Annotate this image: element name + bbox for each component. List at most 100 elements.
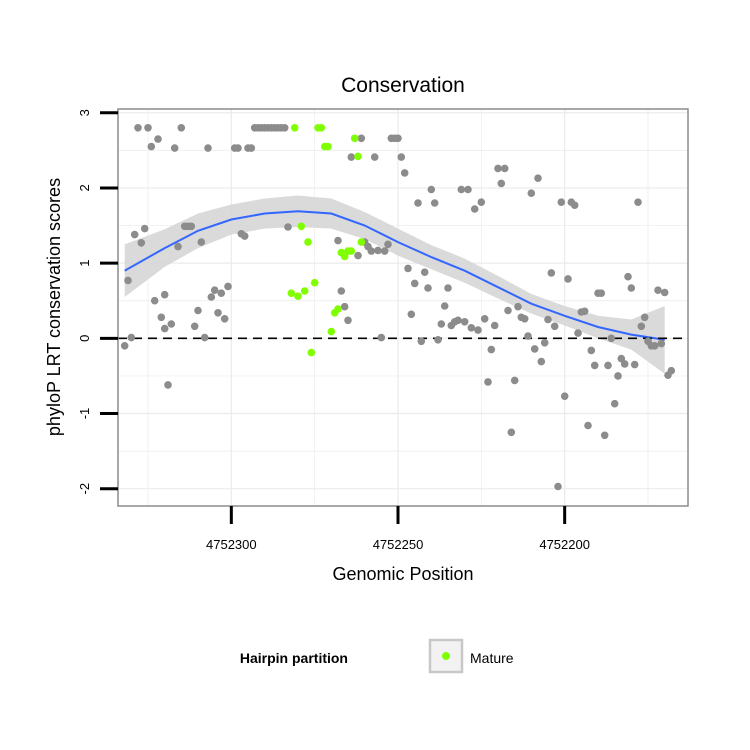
data-point	[394, 134, 402, 143]
data-point	[220, 315, 229, 323]
data-point	[147, 142, 156, 151]
data-point	[247, 144, 256, 152]
data-point	[610, 399, 619, 408]
data-point	[590, 361, 599, 370]
data-point	[334, 236, 342, 245]
data-point	[284, 223, 292, 231]
data-point-mature	[304, 238, 312, 246]
data-point	[497, 179, 506, 188]
data-point	[500, 164, 509, 173]
data-points	[120, 124, 676, 491]
data-point	[427, 185, 436, 194]
data-point	[600, 431, 609, 440]
data-point	[444, 284, 452, 292]
x-axis-title: Genomic Position	[332, 564, 473, 584]
data-point	[217, 289, 226, 298]
data-point	[440, 302, 449, 310]
data-point	[164, 381, 172, 389]
data-point	[504, 306, 512, 315]
data-point	[137, 239, 146, 247]
data-point	[407, 310, 416, 319]
data-point-mature	[347, 247, 356, 255]
data-point	[347, 153, 356, 161]
data-point	[430, 199, 439, 207]
data-point	[557, 198, 566, 206]
y-tick-label: -2	[77, 483, 92, 495]
data-point	[667, 366, 676, 375]
data-point	[484, 378, 492, 386]
data-point	[547, 269, 556, 277]
legend: Hairpin partition Mature	[240, 638, 514, 674]
data-point	[604, 361, 612, 370]
data-point	[160, 324, 169, 333]
data-point	[554, 482, 562, 491]
data-point	[630, 360, 639, 369]
data-point	[614, 372, 622, 380]
data-point	[587, 346, 596, 355]
data-point	[150, 296, 159, 305]
data-point	[367, 247, 376, 255]
data-point	[214, 309, 222, 317]
data-point	[477, 198, 486, 206]
data-point	[437, 320, 446, 328]
legend-title: Hairpin partition	[240, 650, 348, 666]
data-point-mature	[334, 305, 342, 313]
data-point	[480, 315, 489, 323]
y-tick-label: -1	[77, 408, 92, 420]
data-point	[144, 124, 152, 132]
data-point	[514, 302, 522, 311]
data-point	[140, 224, 149, 233]
data-point	[357, 134, 366, 143]
y-tick-label: 2	[77, 184, 92, 191]
data-point	[457, 185, 466, 194]
data-point	[127, 333, 136, 342]
data-point	[490, 321, 499, 330]
y-tick-label: 3	[77, 109, 92, 116]
data-point	[414, 199, 422, 207]
data-point	[224, 282, 232, 291]
data-point	[460, 318, 469, 326]
data-point	[337, 287, 346, 295]
data-point	[130, 230, 139, 239]
data-point	[174, 242, 182, 251]
data-point	[374, 246, 382, 255]
chart-title: Conservation	[341, 74, 465, 97]
data-point-mature	[310, 278, 319, 287]
data-point-mature	[297, 222, 306, 231]
data-point	[530, 345, 539, 353]
y-axis-title: phyloP LRT conservation scores	[44, 178, 64, 436]
y-tick-label: 1	[77, 259, 92, 266]
data-point	[370, 153, 379, 161]
data-point	[640, 313, 649, 322]
data-point	[404, 264, 412, 273]
confidence-band-group	[124, 195, 665, 374]
data-point	[417, 337, 426, 346]
data-point	[210, 286, 219, 295]
data-point	[454, 316, 462, 325]
data-point	[177, 124, 186, 132]
data-point	[424, 284, 432, 292]
data-point	[344, 316, 352, 325]
data-point	[194, 306, 202, 315]
data-point	[434, 336, 442, 344]
data-point	[384, 240, 392, 249]
data-point	[380, 247, 389, 255]
y-tick-label: 0	[77, 335, 92, 342]
data-point	[464, 185, 472, 194]
data-point	[167, 320, 176, 328]
data-point-mature	[294, 292, 302, 301]
data-point	[494, 164, 502, 173]
data-point	[197, 238, 206, 246]
data-point	[524, 332, 532, 340]
data-point	[527, 189, 536, 197]
data-point	[204, 144, 212, 152]
data-point	[560, 392, 569, 401]
data-point	[660, 288, 669, 297]
data-point	[520, 315, 529, 323]
data-point	[637, 322, 646, 331]
data-point	[400, 169, 409, 177]
data-point-mature	[300, 287, 309, 295]
data-point	[507, 428, 516, 437]
data-point	[564, 275, 572, 283]
